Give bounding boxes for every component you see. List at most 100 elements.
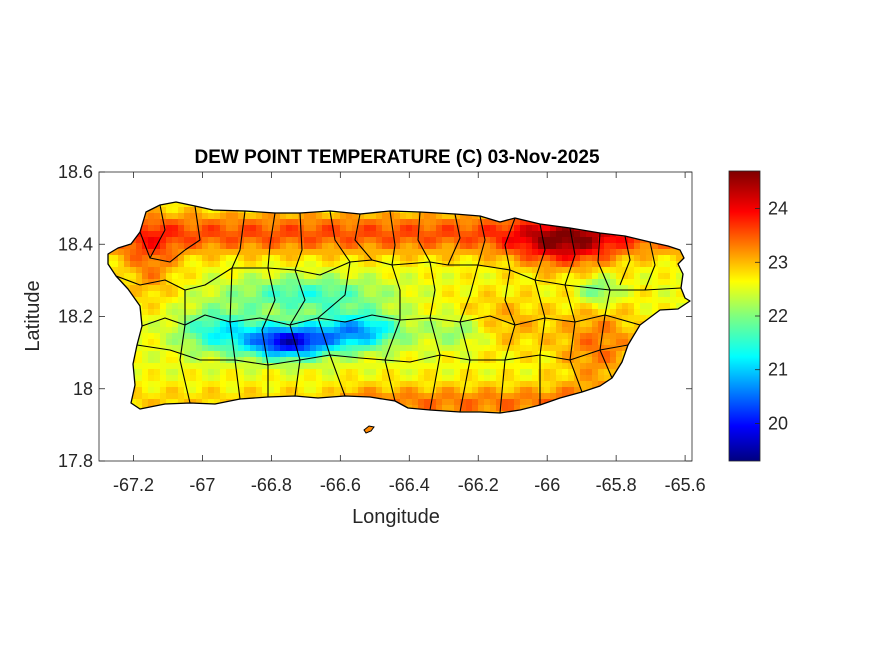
field-cell bbox=[616, 267, 623, 274]
field-cell bbox=[460, 279, 467, 286]
field-cell bbox=[424, 345, 431, 352]
field-cell bbox=[478, 375, 485, 382]
field-cell bbox=[334, 357, 341, 364]
field-cell bbox=[466, 405, 473, 412]
field-cell bbox=[532, 273, 539, 280]
field-cell bbox=[256, 225, 263, 232]
field-cell bbox=[520, 267, 527, 274]
field-cell bbox=[340, 243, 347, 250]
field-cell bbox=[472, 267, 479, 274]
field-cell bbox=[220, 303, 227, 310]
field-cell bbox=[340, 309, 347, 316]
field-cell bbox=[400, 375, 407, 382]
field-cell bbox=[244, 309, 251, 316]
field-cell bbox=[154, 357, 161, 364]
field-cell bbox=[364, 375, 371, 382]
field-cell bbox=[628, 327, 635, 334]
field-cell bbox=[478, 399, 485, 406]
field-cell bbox=[394, 327, 401, 334]
field-cell bbox=[166, 261, 173, 268]
field-cell bbox=[148, 333, 155, 340]
field-cell bbox=[274, 303, 281, 310]
field-cell bbox=[436, 291, 443, 298]
field-cell bbox=[508, 399, 515, 406]
field-cell bbox=[460, 297, 467, 304]
field-cell bbox=[616, 303, 623, 310]
field-cell bbox=[406, 357, 413, 364]
y-tick-label: 18.4 bbox=[58, 234, 93, 254]
field-cell bbox=[304, 327, 311, 334]
field-cell bbox=[388, 237, 395, 244]
field-cell bbox=[358, 369, 365, 376]
field-cell bbox=[364, 231, 371, 238]
field-cell bbox=[136, 369, 143, 376]
field-cell bbox=[166, 207, 173, 214]
field-cell bbox=[172, 351, 179, 358]
field-cell bbox=[256, 273, 263, 280]
field-cell bbox=[478, 231, 485, 238]
field-cell bbox=[154, 369, 161, 376]
field-cell bbox=[520, 405, 527, 412]
field-cell bbox=[322, 375, 329, 382]
x-tick-label: -66 bbox=[534, 475, 560, 495]
field-cell bbox=[532, 237, 539, 244]
field-cell bbox=[526, 369, 533, 376]
field-cell bbox=[538, 273, 545, 280]
field-cell bbox=[514, 219, 521, 226]
field-cell bbox=[466, 309, 473, 316]
field-cell bbox=[454, 225, 461, 232]
field-cell bbox=[580, 267, 587, 274]
field-cell bbox=[520, 369, 527, 376]
field-cell bbox=[568, 387, 575, 394]
field-cell bbox=[400, 339, 407, 346]
field-cell bbox=[244, 273, 251, 280]
field-cell bbox=[586, 297, 593, 304]
field-cell bbox=[604, 297, 611, 304]
field-cell bbox=[322, 315, 329, 322]
field-cell bbox=[424, 375, 431, 382]
field-cell bbox=[172, 321, 179, 328]
field-cell bbox=[256, 267, 263, 274]
field-cell bbox=[226, 225, 233, 232]
field-cell bbox=[586, 237, 593, 244]
field-cell bbox=[496, 387, 503, 394]
field-cell bbox=[274, 279, 281, 286]
field-cell bbox=[244, 333, 251, 340]
field-cell bbox=[658, 279, 665, 286]
field-cell bbox=[304, 249, 311, 256]
field-cell bbox=[556, 363, 563, 370]
field-cell bbox=[166, 327, 173, 334]
field-cell bbox=[334, 273, 341, 280]
field-cell bbox=[394, 351, 401, 358]
field-cell bbox=[568, 357, 575, 364]
field-cell bbox=[202, 339, 209, 346]
field-cell bbox=[568, 369, 575, 376]
field-cell bbox=[508, 357, 515, 364]
field-cell bbox=[382, 303, 389, 310]
field-cell bbox=[262, 297, 269, 304]
field-cell bbox=[352, 291, 359, 298]
field-cell bbox=[406, 333, 413, 340]
field-cell bbox=[178, 267, 185, 274]
field-cell bbox=[316, 231, 323, 238]
field-cell bbox=[568, 333, 575, 340]
field-cell bbox=[448, 381, 455, 388]
field-cell bbox=[616, 345, 623, 352]
field-cell bbox=[238, 291, 245, 298]
field-cell bbox=[208, 333, 215, 340]
field-cell bbox=[178, 237, 185, 244]
field-cell bbox=[574, 351, 581, 358]
field-cell bbox=[490, 285, 497, 292]
field-cell bbox=[604, 255, 611, 262]
field-cell bbox=[670, 297, 677, 304]
field-cell bbox=[418, 381, 425, 388]
field-cell bbox=[154, 213, 161, 220]
field-cell bbox=[556, 285, 563, 292]
field-cell bbox=[466, 255, 473, 262]
field-cell bbox=[508, 261, 515, 268]
field-cell bbox=[178, 202, 185, 208]
field-cell bbox=[346, 291, 353, 298]
field-cell bbox=[352, 255, 359, 262]
field-cell bbox=[196, 375, 203, 382]
field-cell bbox=[190, 369, 197, 376]
